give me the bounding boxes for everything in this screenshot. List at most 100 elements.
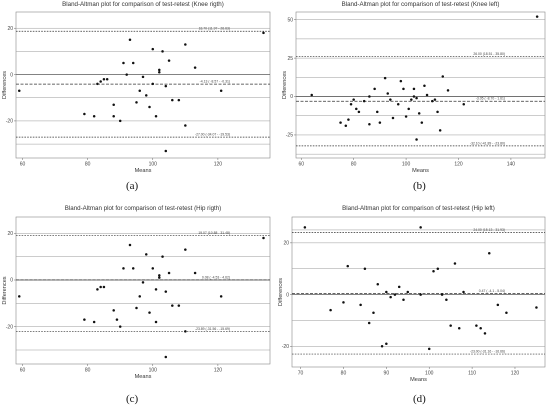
y-tick-label: -20: [6, 324, 13, 330]
data-point: [135, 101, 138, 104]
data-point: [389, 98, 392, 101]
y-tick-label: 0: [290, 94, 293, 100]
data-point: [423, 84, 426, 88]
data-point: [262, 31, 265, 35]
data-point: [367, 321, 371, 325]
data-point: [406, 290, 410, 294]
data-point: [457, 326, 461, 330]
panel-a: Bland-Altman plot for comparison of test…: [0, 0, 275, 204]
y-axis-label: Differences: [2, 276, 8, 304]
x-tick-label: 140: [507, 162, 516, 168]
data-point: [164, 355, 168, 359]
data-point: [376, 282, 380, 286]
x-axis-label: Means: [410, 377, 427, 383]
x-tick-label: 60: [20, 162, 26, 168]
data-point: [219, 295, 223, 298]
x-tick-label: 120: [214, 368, 223, 374]
x-tick-label: 90: [384, 371, 390, 377]
panel-d: Bland-Altman plot for comparison of test…: [275, 204, 550, 408]
upper-limit-line-label: 19.07 (10.88 - 31.48): [198, 231, 230, 235]
data-point: [310, 93, 313, 97]
data-point: [128, 38, 132, 42]
data-point: [262, 236, 265, 240]
y-tick-label: 0: [286, 292, 289, 298]
data-point: [419, 226, 422, 229]
data-point: [135, 306, 138, 310]
plot-frame: [291, 216, 546, 368]
data-point: [148, 311, 151, 314]
x-tick-label: 70: [298, 371, 304, 377]
data-point: [115, 318, 119, 321]
data-point: [18, 295, 21, 298]
y-tick-label: -25: [286, 133, 293, 139]
data-point: [145, 253, 148, 256]
data-point: [373, 87, 376, 91]
chart-title: Bland-Altman plot for comparison of test…: [342, 1, 500, 8]
x-tick-label: 100: [149, 368, 158, 374]
data-point: [102, 77, 106, 81]
mean-difference-line-label: -4.13 ( -8.57 - -0.31): [200, 80, 230, 84]
data-point: [362, 99, 366, 103]
data-point: [385, 342, 388, 345]
upper-limit-line-label: 26.00 (18.51 - 35.80): [473, 52, 505, 56]
data-point: [496, 303, 500, 307]
data-point: [419, 293, 422, 296]
y-tick-label: 20: [7, 26, 13, 32]
data-point: [164, 149, 168, 153]
plot-d: Bland-Altman plot for comparison of test…: [278, 205, 546, 383]
data-point: [412, 95, 416, 98]
data-point: [372, 311, 375, 314]
data-point: [483, 332, 487, 335]
data-point: [410, 98, 413, 101]
plot-frame: [15, 216, 271, 365]
data-point: [431, 99, 434, 103]
data-point: [399, 79, 403, 83]
data-point: [462, 290, 465, 294]
data-point: [158, 276, 161, 279]
y-axis-label: Differences: [278, 278, 284, 306]
plot-frame: [295, 11, 546, 159]
data-point: [391, 116, 395, 120]
x-tick-label: 80: [341, 371, 347, 377]
data-point: [161, 50, 164, 53]
data-point: [118, 119, 122, 123]
data-point: [154, 115, 158, 118]
data-point: [92, 320, 96, 324]
data-point: [363, 267, 367, 270]
data-point: [112, 115, 115, 118]
data-point: [449, 324, 452, 327]
data-point: [118, 325, 122, 328]
x-tick-label: 80: [351, 162, 357, 168]
plot-b: Bland-Altman plot for comparison of test…: [282, 1, 546, 174]
data-point: [393, 293, 397, 296]
data-point: [177, 304, 181, 307]
lower-limit-line-label: -27.00 (-34.07 - -19.53): [195, 133, 230, 137]
y-tick-label: -20: [6, 119, 13, 125]
data-point: [125, 73, 128, 76]
data-point: [193, 66, 197, 69]
data-point: [433, 98, 437, 101]
data-point: [453, 262, 457, 265]
data-point: [99, 285, 102, 289]
data-point: [164, 84, 168, 88]
data-point: [349, 102, 353, 106]
data-point: [219, 89, 223, 93]
data-point: [145, 94, 148, 97]
data-point: [359, 303, 362, 307]
x-tick-label: 80: [85, 162, 91, 168]
data-point: [158, 71, 161, 74]
data-point: [386, 92, 389, 95]
data-point: [177, 98, 181, 102]
data-point: [184, 124, 187, 127]
y-tick-label: 25: [287, 56, 293, 62]
upper-limit-line-label: 24.00 (15.13 - 31.93): [473, 228, 505, 232]
data-point: [462, 102, 465, 106]
x-tick-label: 80: [85, 368, 91, 374]
data-point: [329, 308, 332, 312]
x-tick-label: 100: [402, 162, 411, 168]
data-point: [131, 267, 135, 270]
data-point: [441, 75, 445, 78]
x-axis-label: Means: [135, 374, 152, 380]
data-point: [402, 298, 405, 302]
data-point: [376, 110, 379, 114]
